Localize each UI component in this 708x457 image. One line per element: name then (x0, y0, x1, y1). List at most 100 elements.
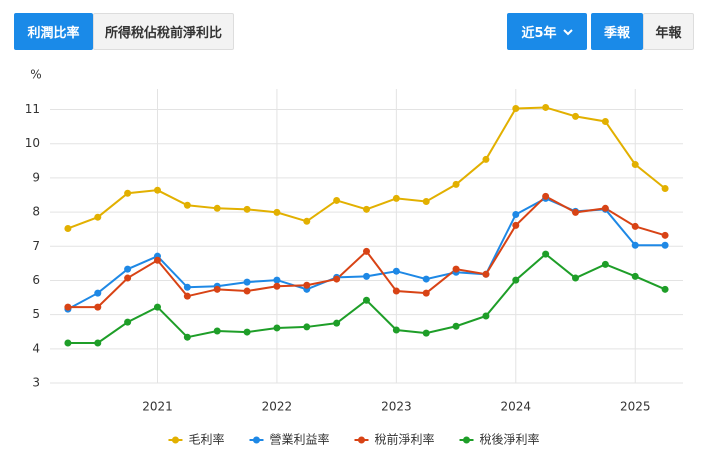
y-tick-label: 10 (25, 136, 40, 150)
data-point (392, 194, 400, 202)
data-point (422, 329, 430, 337)
data-point (303, 285, 311, 293)
series-line (67, 197, 666, 311)
data-point (303, 217, 311, 225)
data-point (512, 276, 520, 284)
data-point (94, 303, 102, 311)
data-point (601, 204, 609, 212)
legend-label: 稅後淨利率 (480, 432, 540, 447)
data-point (452, 265, 460, 273)
data-point (542, 194, 550, 202)
frequency-button[interactable]: 年報 (643, 13, 694, 50)
x-tick-label: 2021 (142, 400, 173, 414)
legend-label: 毛利率 (188, 432, 224, 447)
data-point (153, 186, 161, 194)
data-point (124, 189, 132, 197)
data-point (273, 282, 281, 290)
data-point (482, 155, 490, 163)
data-point (273, 276, 281, 284)
data-point (572, 207, 580, 215)
data-point (452, 180, 460, 188)
y-tick-label: 9 (32, 170, 40, 184)
data-point (601, 260, 609, 268)
x-tick-label: 2024 (501, 400, 532, 414)
data-point (601, 117, 609, 125)
data-point (631, 272, 639, 280)
data-point (572, 208, 580, 216)
data-point (333, 196, 341, 204)
data-point (512, 221, 520, 229)
data-point (243, 278, 251, 286)
y-tick-label: 4 (32, 341, 40, 355)
data-point (303, 281, 311, 289)
data-point (213, 285, 221, 293)
legend-icon (358, 436, 365, 444)
y-tick-label: 11 (25, 102, 40, 116)
data-point (183, 283, 191, 291)
data-point (392, 267, 400, 275)
frequency-button[interactable]: 季報 (591, 13, 643, 50)
data-point (213, 282, 221, 290)
data-point (64, 224, 72, 232)
data-point (422, 275, 430, 283)
data-point (183, 292, 191, 300)
data-point (243, 328, 251, 336)
data-point (183, 333, 191, 341)
data-point (572, 112, 580, 120)
x-tick-label: 2022 (262, 400, 293, 414)
data-point (631, 161, 639, 169)
data-point (64, 303, 72, 311)
data-point (213, 327, 221, 335)
data-point (601, 205, 609, 213)
y-axis-label: % (30, 68, 41, 82)
data-point (273, 208, 281, 216)
legend-icon (171, 436, 179, 444)
data-point (273, 324, 281, 332)
data-point (363, 296, 370, 304)
data-point (124, 265, 132, 273)
data-point (661, 241, 669, 249)
data-point (482, 312, 490, 320)
x-tick-label: 2025 (620, 400, 651, 414)
data-point (392, 326, 400, 334)
x-tick-label: 2023 (381, 400, 412, 414)
y-tick-label: 7 (32, 239, 40, 253)
data-point (333, 319, 341, 327)
data-point (94, 339, 102, 347)
data-point (94, 289, 102, 297)
data-point (512, 104, 520, 112)
data-point (452, 322, 460, 330)
tab-button[interactable]: 利潤比率 (14, 13, 93, 50)
data-point (422, 197, 430, 205)
data-point (153, 252, 161, 260)
data-point (64, 305, 72, 313)
period-dropdown[interactable]: 近5年 (507, 13, 587, 50)
data-point (661, 285, 669, 293)
tab-button[interactable]: 所得稅佔稅前淨利比 (93, 13, 234, 50)
data-point (333, 275, 341, 283)
y-tick-label: 3 (32, 376, 40, 390)
data-point (363, 205, 370, 213)
data-point (542, 192, 550, 200)
data-point (64, 339, 72, 347)
data-point (392, 287, 400, 295)
data-point (213, 204, 221, 212)
legend-label: 營業利益率 (269, 432, 329, 447)
series-line (67, 195, 666, 309)
data-point (303, 323, 311, 331)
data-point (631, 241, 639, 249)
data-point (422, 289, 430, 297)
data-point (153, 303, 161, 311)
data-point (243, 205, 251, 213)
legend-icon (463, 436, 471, 444)
data-point (183, 201, 191, 209)
data-point (572, 274, 580, 282)
y-tick-label: 8 (32, 205, 40, 219)
data-point (124, 274, 132, 282)
data-point (542, 250, 550, 258)
period-label: 近5年 (521, 26, 557, 41)
legend-label: 稅前淨利率 (375, 432, 435, 447)
series-line (67, 252, 666, 345)
